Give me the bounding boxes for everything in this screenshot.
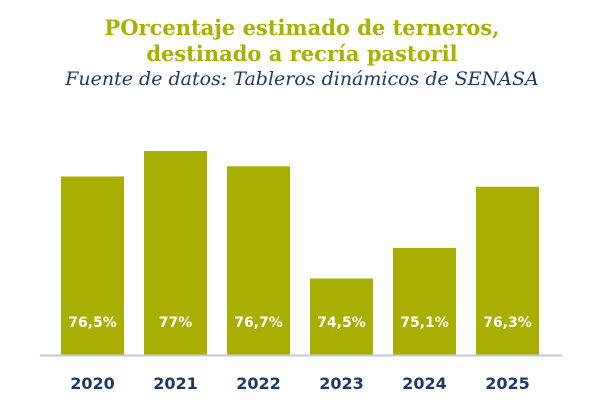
chart-title-line-2: destinado a recría pastoril [146,41,458,66]
bar-2024 [393,247,456,355]
x-tick-label-2023: 2023 [319,374,364,393]
data-label-2023: 74,5% [317,315,366,331]
bar-2025 [476,186,539,355]
bar-2020 [61,176,124,355]
data-label-2020: 76,5% [68,315,117,331]
data-label-2024: 75,1% [400,315,449,331]
data-label-2021: 77% [159,315,193,331]
bar-2021 [144,151,207,355]
bar-2022 [227,166,290,355]
data-label-2025: 76,3% [483,315,532,331]
x-tick-label-2024: 2024 [402,374,447,393]
chart-title-line-1: POrcentaje estimado de terneros, [104,15,500,40]
bar-2023 [310,278,373,355]
chart-subtitle: Fuente de datos: Tableros dinámicos de S… [65,68,539,90]
x-tick-label-2022: 2022 [236,374,281,393]
x-tick-label-2021: 2021 [153,374,198,393]
x-tick-label-2020: 2020 [70,374,115,393]
data-label-2022: 76,7% [234,315,283,331]
x-tick-label-2025: 2025 [485,374,530,393]
